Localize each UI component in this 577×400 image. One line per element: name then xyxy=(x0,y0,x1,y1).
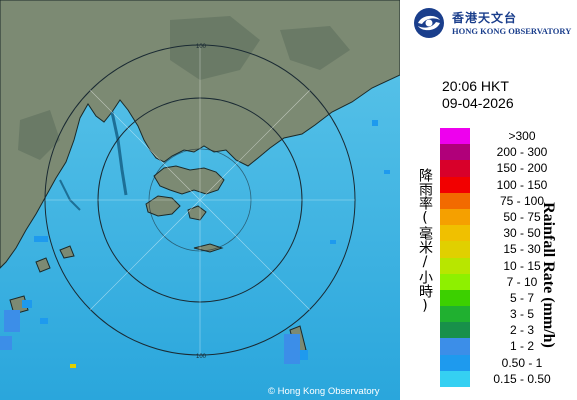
radar-map: 100 100 © Hong Kong Observatory xyxy=(0,0,400,400)
hko-logo: 香港天文台 HONG KONG OBSERVATORY xyxy=(412,6,572,42)
rainfall-legend: >300 200 - 300 150 - 200 100 - 150 75 - 100 5… xyxy=(440,128,570,387)
island xyxy=(59,245,75,259)
legend-label: 75 - 100 xyxy=(499,193,545,208)
legend-swatch xyxy=(440,144,470,161)
legend-label: 30 - 50 xyxy=(503,226,541,241)
legend-swatch xyxy=(440,370,470,387)
hko-logo-icon xyxy=(414,8,444,38)
legend-row: >300 xyxy=(440,128,570,145)
legend-row: 50 - 75 xyxy=(440,208,570,226)
legend-swatch xyxy=(440,128,470,145)
legend-row: 3 - 5 xyxy=(440,306,570,323)
legend-label: 150 - 200 xyxy=(496,161,548,176)
legend-row: 15 - 30 xyxy=(440,241,570,258)
legend-label: 0.15 - 0.50 xyxy=(493,371,551,386)
legend-label: 0.50 - 1 xyxy=(501,355,543,370)
legend-row: 1 - 2 xyxy=(440,338,570,355)
range-label-north: 100 xyxy=(196,44,207,50)
island xyxy=(187,205,207,221)
legend-label: 2 - 3 xyxy=(509,323,534,338)
legend-swatch xyxy=(440,338,470,355)
hk-island xyxy=(153,165,225,195)
legend-label: 10 - 15 xyxy=(503,258,541,273)
legend-swatch xyxy=(440,257,470,274)
legend-swatch xyxy=(440,225,470,242)
legend-label: 3 - 5 xyxy=(509,307,534,322)
legend-title-en-wrap: Rainfall Rate (mm/h) xyxy=(536,180,560,370)
lantau-island xyxy=(145,195,181,217)
org-name-zh: 香港天文台 xyxy=(452,11,518,25)
legend-swatch xyxy=(440,306,470,323)
timestamp-time: 20:06 HKT xyxy=(442,78,509,94)
legend-row: 5 - 7 xyxy=(440,289,570,307)
legend-label: 7 - 10 xyxy=(506,274,538,289)
legend-swatch xyxy=(440,289,470,307)
legend-row: 2 - 3 xyxy=(440,322,570,339)
legend-row: 200 - 300 xyxy=(440,144,570,161)
hills xyxy=(18,16,350,160)
legend-swatch xyxy=(440,208,470,226)
timestamp-date: 09-04-2026 xyxy=(442,95,514,111)
legend-panel: 香港天文台 HONG KONG OBSERVATORY 20:06 HKT 09… xyxy=(400,0,577,400)
org-name-en: HONG KONG OBSERVATORY xyxy=(452,26,572,36)
legend-swatch xyxy=(440,273,470,290)
legend-row: 100 - 150 xyxy=(440,176,570,193)
legend-row: 150 - 200 xyxy=(440,160,570,177)
legend-label: 50 - 75 xyxy=(503,209,541,224)
legend-swatch xyxy=(440,241,470,258)
legend-label: 1 - 2 xyxy=(509,339,534,354)
legend-row: 10 - 15 xyxy=(440,257,570,274)
rain-echoes xyxy=(0,120,390,368)
legend-swatch xyxy=(440,322,470,339)
copyright: © Hong Kong Observatory xyxy=(268,386,380,397)
legend-row: 30 - 50 xyxy=(440,225,570,242)
legend-label: >300 xyxy=(508,129,536,143)
legend-title-en: Rainfall Rate (mm/h) xyxy=(540,202,557,348)
legend-swatch xyxy=(440,176,470,193)
island xyxy=(35,257,51,273)
legend-label: 200 - 300 xyxy=(496,145,548,160)
legend-row: 0.50 - 1 xyxy=(440,354,570,371)
range-label-south: 100 xyxy=(196,354,207,360)
legend-label: 15 - 30 xyxy=(503,242,541,257)
range-spokes xyxy=(45,45,355,355)
legend-swatch xyxy=(440,160,470,177)
legend-label: 5 - 7 xyxy=(509,290,534,305)
legend-row: 0.15 - 0.50 xyxy=(440,370,570,387)
legend-row: 7 - 10 xyxy=(440,273,570,290)
legend-swatch xyxy=(440,192,470,209)
legend-title-zh: 降雨率(毫米/小時) xyxy=(417,168,433,314)
legend-swatch xyxy=(440,354,470,371)
legend-label: 100 - 150 xyxy=(496,177,548,192)
legend-row: 75 - 100 xyxy=(440,192,570,209)
river-channel xyxy=(110,111,128,196)
